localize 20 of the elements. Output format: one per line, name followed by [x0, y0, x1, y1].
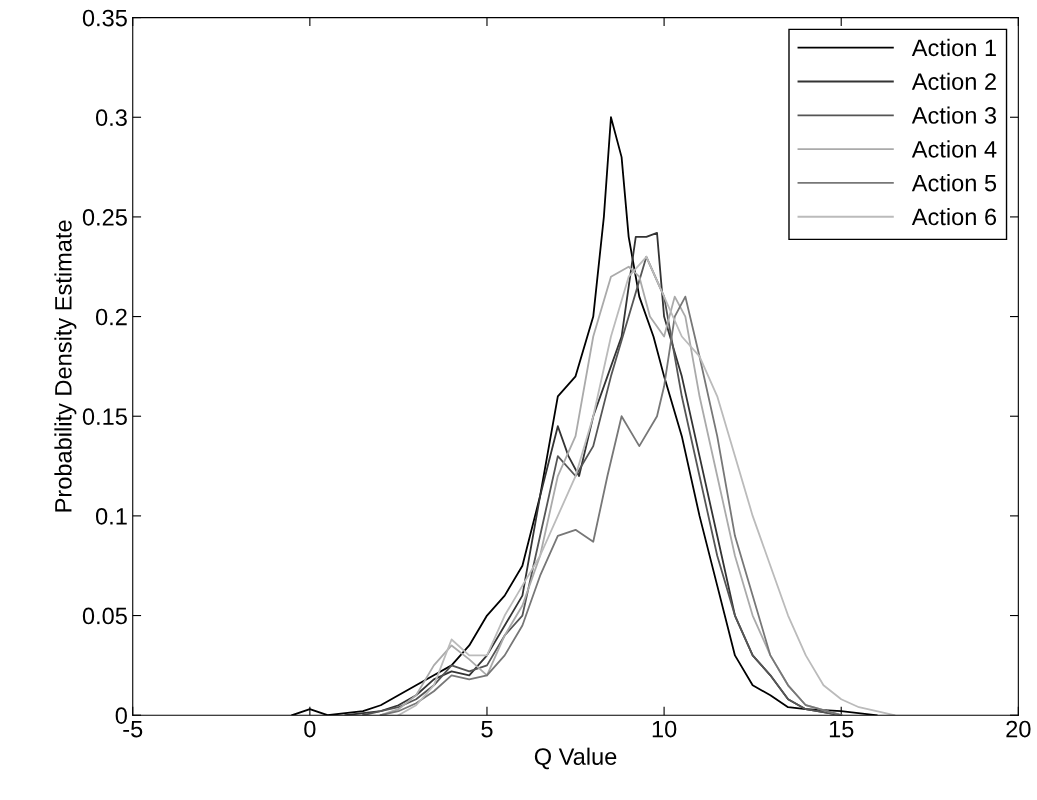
- y-tick-label: 0.35: [82, 9, 127, 27]
- x-tick-label: 0: [304, 720, 316, 738]
- legend-label: Action 2: [911, 72, 996, 91]
- legend-label: Action 5: [911, 174, 997, 192]
- y-tick-label: 0.05: [82, 607, 127, 625]
- y-tick-label: 0.1: [95, 507, 127, 525]
- x-tick-label: 20: [1006, 720, 1031, 738]
- legend-label: Action 6: [911, 207, 997, 226]
- legend-label: Action 4: [911, 140, 997, 158]
- y-tick-label: 0.25: [82, 208, 127, 226]
- legend-label: Action 1: [911, 38, 996, 57]
- y-tick-label: 0.2: [95, 308, 127, 326]
- x-tick-label: 10: [652, 720, 677, 738]
- x-tick-label: 15: [829, 720, 854, 738]
- x-tick-label: 5: [481, 720, 493, 738]
- y-tick-label: 0.15: [82, 408, 127, 426]
- legend-label: Action 3: [911, 106, 997, 124]
- y-tick-label: 0.3: [95, 109, 127, 127]
- x-axis-title: Q Value: [534, 747, 617, 770]
- y-axis-title: Probability Density Estimate: [54, 220, 77, 512]
